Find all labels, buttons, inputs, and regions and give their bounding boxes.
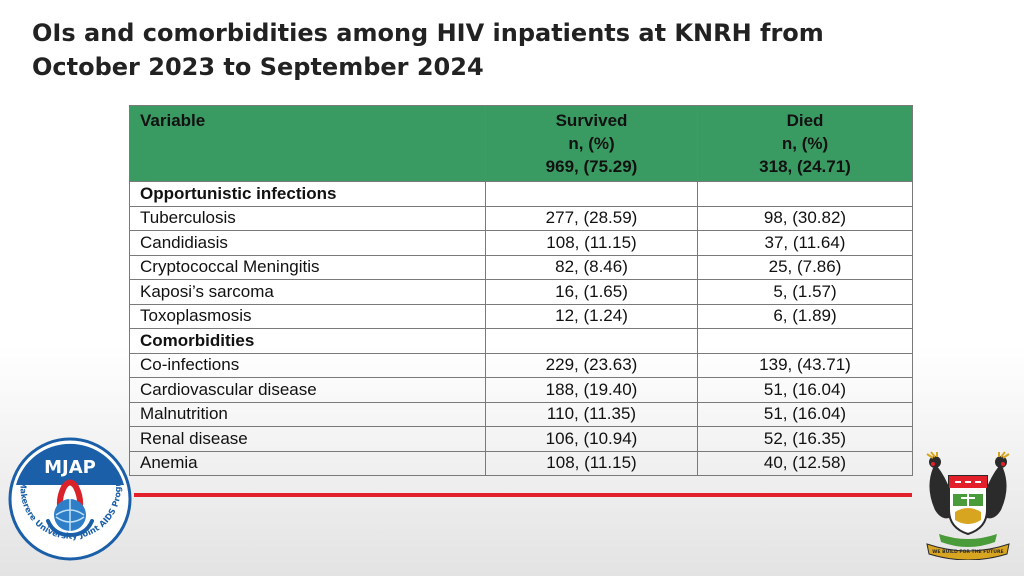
row-survived: 106, (10.94) xyxy=(485,426,698,452)
header-variable: Variable xyxy=(129,105,486,182)
university-crest-logo: WE BUILD FOR THE FUTURE xyxy=(926,451,1010,560)
row-died: 52, (16.35) xyxy=(697,426,913,452)
row-survived: 12, (1.24) xyxy=(485,303,698,329)
row-survived: 82, (8.46) xyxy=(485,254,698,280)
section-label: Comorbidities xyxy=(129,328,486,354)
row-died: 139, (43.71) xyxy=(697,352,913,378)
shield-icon xyxy=(948,475,988,536)
empty-cell xyxy=(485,328,698,354)
row-survived: 16, (1.65) xyxy=(485,279,698,305)
row-survived: 188, (19.40) xyxy=(485,377,698,403)
row-name: Kaposi’s sarcoma xyxy=(129,279,486,305)
row-survived: 277, (28.59) xyxy=(485,205,698,231)
row-died: 40, (12.58) xyxy=(697,450,913,476)
header-survived-label: Survived xyxy=(555,111,628,130)
results-table: Variable Survived n, (%) 969, (75.29) Di… xyxy=(129,105,913,476)
row-survived: 108, (11.15) xyxy=(485,450,698,476)
crest-base-icon xyxy=(939,534,997,547)
table-row: Tuberculosis 277, (28.59) 98, (30.82) xyxy=(129,205,913,231)
table-row: Cryptococcal Meningitis 82, (8.46) 25, (… xyxy=(129,254,913,280)
row-died: 51, (16.04) xyxy=(697,377,913,403)
row-died: 25, (7.86) xyxy=(697,254,913,280)
mjap-logo: MJAP Makerere University Joint AIDS Prog… xyxy=(8,437,132,561)
row-name: Cryptococcal Meningitis xyxy=(129,254,486,280)
table-header-row: Variable Survived n, (%) 969, (75.29) Di… xyxy=(129,105,913,182)
header-died-total: 318, (24.71) xyxy=(759,157,851,176)
table-row: Kaposi’s sarcoma 16, (1.65) 5, (1.57) xyxy=(129,279,913,305)
header-survived: Survived n, (%) 969, (75.29) xyxy=(485,105,698,182)
globe-hands-icon xyxy=(46,499,94,538)
row-name: Malnutrition xyxy=(129,401,486,427)
table-row: Candidiasis 108, (11.15) 37, (11.64) xyxy=(129,230,913,256)
section-label: Opportunistic infections xyxy=(129,181,486,207)
row-died: 37, (11.64) xyxy=(697,230,913,256)
crane-bird-right-icon xyxy=(985,451,1010,519)
row-name: Candidiasis xyxy=(129,230,486,256)
row-name: Toxoplasmosis xyxy=(129,303,486,329)
row-died: 6, (1.89) xyxy=(697,303,913,329)
mjap-banner xyxy=(16,443,124,485)
mjap-wordmark: MJAP xyxy=(44,457,96,478)
table-row: Anemia 108, (11.15) 40, (12.58) xyxy=(129,450,913,476)
crane-bird-left-icon xyxy=(926,451,951,519)
row-name: Cardiovascular disease xyxy=(129,377,486,403)
row-survived: 108, (11.15) xyxy=(485,230,698,256)
row-name: Co-infections xyxy=(129,352,486,378)
table-row: Toxoplasmosis 12, (1.24) 6, (1.89) xyxy=(129,303,913,329)
empty-cell xyxy=(697,328,913,354)
header-died: Died n, (%) 318, (24.71) xyxy=(697,105,913,182)
row-survived: 229, (23.63) xyxy=(485,352,698,378)
empty-cell xyxy=(697,181,913,207)
empty-cell xyxy=(485,181,698,207)
header-survived-unit: n, (%) xyxy=(568,134,615,153)
motto-banner: WE BUILD FOR THE FUTURE xyxy=(926,543,1010,560)
slide-title-line-2: October 2023 to September 2024 xyxy=(32,53,484,81)
header-died-label: Died xyxy=(786,111,824,130)
slide-title: OIs and comorbidities among HIV inpatien… xyxy=(32,16,912,84)
crest-motto: WE BUILD FOR THE FUTURE xyxy=(932,549,1003,555)
section-row: Opportunistic infections xyxy=(129,181,913,207)
row-died: 5, (1.57) xyxy=(697,279,913,305)
row-died: 98, (30.82) xyxy=(697,205,913,231)
header-survived-total: 969, (75.29) xyxy=(545,157,638,176)
row-name: Renal disease xyxy=(129,426,486,452)
header-died-unit: n, (%) xyxy=(781,134,829,153)
row-survived: 110, (11.35) xyxy=(485,401,698,427)
row-name: Anemia xyxy=(129,450,486,476)
table-row: Renal disease 106, (10.94) 52, (16.35) xyxy=(129,426,913,452)
row-died: 51, (16.04) xyxy=(697,401,913,427)
slide-title-line-1: OIs and comorbidities among HIV inpatien… xyxy=(32,19,824,47)
table-row: Malnutrition 110, (11.35) 51, (16.04) xyxy=(129,401,913,427)
row-name: Tuberculosis xyxy=(129,205,486,231)
table-row: Co-infections 229, (23.63) 139, (43.71) xyxy=(129,352,913,378)
section-row: Comorbidities xyxy=(129,328,913,354)
table-row: Cardiovascular disease 188, (19.40) 51, … xyxy=(129,377,913,403)
red-divider xyxy=(134,493,912,497)
